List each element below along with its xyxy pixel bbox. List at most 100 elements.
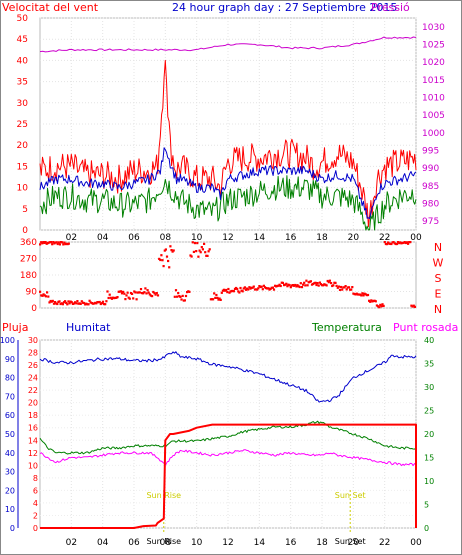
direction-point [328, 279, 331, 282]
direction-point [61, 241, 64, 244]
direction-point [335, 284, 338, 287]
direction-point [50, 300, 53, 303]
direction-point [143, 291, 146, 294]
x-tick-label: 10 [191, 538, 203, 548]
direction-point [159, 258, 162, 262]
humidity-tick-label: 0 [10, 524, 15, 533]
direction-point [44, 295, 48, 298]
direction-point [75, 302, 78, 305]
direction-point [43, 294, 46, 297]
direction-point [316, 282, 319, 285]
direction-point [218, 297, 221, 300]
direction-point [55, 302, 58, 305]
dew-line [39, 449, 417, 467]
direction-point [312, 282, 315, 286]
x-tick-label: 10 [191, 233, 203, 243]
direction-point [134, 291, 137, 294]
x-tick-label: 18 [316, 538, 328, 548]
direction-point [72, 302, 76, 305]
direction-point [332, 284, 335, 287]
direction-point [52, 241, 55, 244]
direction-point [87, 303, 90, 306]
direction-point [242, 287, 245, 290]
direction-point [231, 289, 234, 293]
direction-point [125, 294, 128, 297]
direction-point [99, 302, 102, 306]
direction-point [236, 287, 239, 291]
direction-point [318, 281, 321, 284]
direction-point [172, 249, 175, 252]
direction-point [176, 295, 179, 298]
direction-point [381, 303, 384, 306]
direction-point [326, 279, 329, 283]
direction-point [178, 295, 181, 298]
direction-point [205, 254, 208, 257]
pressure-tick-label: 1020 [422, 58, 445, 68]
direction-point [76, 300, 79, 303]
direction-point [395, 242, 399, 246]
direction-point [190, 255, 193, 258]
direction-point [206, 254, 209, 257]
pressure-tick-label: 995 [422, 147, 439, 157]
direction-point [52, 302, 56, 305]
direction-point [364, 293, 367, 296]
direction-point [197, 255, 200, 258]
direction-point [340, 285, 343, 289]
direction-point [330, 282, 333, 285]
gust-line [39, 59, 417, 228]
direction-point [325, 284, 328, 287]
direction-point [298, 285, 301, 289]
direction-point [122, 290, 125, 293]
direction-point [272, 288, 276, 291]
humidity-label: Humitat [66, 321, 111, 334]
pressure-label: Pressió [371, 1, 410, 14]
temperature-label: Temperatura [311, 321, 382, 334]
direction-point [161, 259, 164, 262]
direction-point [181, 294, 184, 297]
direction-point [203, 242, 206, 245]
direction-point [257, 287, 260, 290]
direction-point [375, 304, 378, 307]
direction-point [286, 285, 289, 288]
direction-point [411, 305, 414, 308]
direction-point [66, 303, 69, 306]
direction-point [385, 243, 389, 246]
direction-point [58, 243, 61, 246]
direction-point [58, 300, 61, 303]
direction-point [207, 250, 210, 253]
temp-tick-label: 15 [424, 454, 434, 463]
direction-point [156, 294, 160, 297]
rain-tick-label: 2 [33, 511, 38, 520]
direction-point [182, 299, 185, 302]
rain-tick-label: 30 [28, 336, 38, 345]
direction-point [346, 286, 349, 289]
direction-point [184, 294, 188, 298]
direction-point [267, 287, 270, 290]
direction-point [302, 283, 305, 286]
direction-point [183, 299, 186, 302]
direction-point [85, 302, 88, 305]
direction-point [149, 294, 152, 297]
direction-point [309, 280, 312, 283]
direction-point [306, 284, 309, 287]
x-tick-label: 06 [128, 233, 140, 243]
humidity-temp-axes: 0246810121416182022242628300102030405060… [0, 336, 434, 548]
direction-point [65, 301, 68, 304]
direction-point [204, 251, 207, 254]
direction-point [359, 293, 362, 296]
direction-point [54, 301, 57, 304]
direction-point [305, 279, 308, 282]
direction-point [243, 286, 246, 289]
direction-point [88, 299, 91, 302]
direction-point [126, 291, 129, 294]
direction-point [95, 302, 98, 305]
direction-tick-label: 180 [20, 271, 37, 281]
compass-label: S [435, 272, 442, 285]
direction-point [334, 281, 337, 284]
direction-point [413, 305, 416, 308]
direction-point [225, 288, 228, 292]
direction-point [380, 305, 383, 308]
direction-point [409, 241, 412, 244]
direction-point [144, 287, 147, 290]
